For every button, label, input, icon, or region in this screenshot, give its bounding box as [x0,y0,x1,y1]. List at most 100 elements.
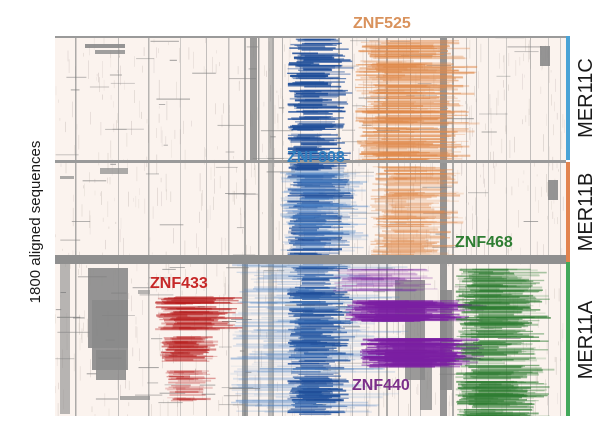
signal-stroke-znf468 [477,320,540,322]
texture-tick [168,42,169,46]
signal-stroke-znf808 [297,217,342,220]
znf-label-znf808: ZNF808 [287,149,345,166]
texture-tick [558,288,560,302]
signal-stroke-znf525 [369,76,464,79]
signal-stroke-znf468 [478,320,511,323]
signal-stroke-znf468 [473,403,518,406]
signal-stroke-znf808 [284,236,337,238]
signal-stroke-znf440 [362,304,473,306]
signal-stroke-znf468 [477,402,523,404]
signal-stroke-znf525 [382,142,430,145]
signal-stroke-znf525 [374,133,466,135]
texture-tick [372,278,373,284]
signal-stroke-znf468 [469,274,540,277]
signal-stroke-znf808 [283,203,313,206]
signal-stroke-znf468 [462,332,514,335]
signal-stroke-znf433 [160,354,194,357]
signal-stroke-znf808 [288,188,354,191]
signal-stroke-znf808 [241,366,322,368]
signal-stroke-znf808 [294,189,341,191]
texture-tick [414,169,416,173]
texture-tick [494,165,496,184]
signal-stroke-znf808 [301,201,331,204]
gap-column [452,36,454,416]
signal-stroke-znf808 [292,216,316,219]
signal-stroke-znf433 [168,386,190,388]
texture-tick [260,376,261,388]
signal-stroke-znf808 [294,232,364,234]
texture-tick [156,128,157,138]
signal-stroke-znf808 [238,356,363,359]
gap-block [250,36,257,160]
signal-stroke-znf468 [480,326,522,329]
signal-stroke-znf808 [236,335,375,338]
signal-stroke-znf525 [366,142,433,145]
texture-tick [356,103,358,122]
signal-stroke-znf808 [293,215,329,218]
texture-tick [409,379,410,387]
signal-stroke-znf433 [173,311,236,314]
signal-stroke-znf525 [380,73,468,75]
texture-tick [158,310,160,318]
signal-stroke-znf808 [284,216,334,219]
signal-stroke-znf525 [388,167,441,169]
signal-stroke-znf808 [258,410,321,412]
signal-stroke-znf525 [359,71,437,73]
znf-label-znf468: ZNF468 [455,234,513,251]
gap-streak [109,74,122,76]
texture-tick [423,272,425,280]
signal-stroke-znf525 [395,222,464,225]
texture-tick [142,368,144,387]
signal-stroke-znf433 [161,300,215,303]
signal-stroke-znf808 [303,381,350,383]
texture-tick [547,181,548,197]
texture-tick [135,326,137,338]
texture-tick [432,161,433,176]
texture-tick [278,95,279,107]
signal-stroke-znf808 [280,213,314,215]
signal-stroke-znf433 [173,311,219,313]
gap-streak [335,306,350,307]
signal-stroke-znf808 [232,338,355,340]
signal-stroke-znf808 [287,195,335,197]
signal-stroke-znf808 [296,394,341,397]
signal-stroke-znf440 [373,304,481,307]
signal-stroke-znf433 [170,351,191,354]
signal-stroke-znf440 [366,356,467,358]
texture-tick [260,328,261,337]
signal-stroke-znf433 [171,377,189,380]
signal-stroke-znf808 [293,83,328,86]
signal-stroke-znf808 [287,292,322,294]
texture-tick [538,200,539,213]
texture-tick [141,111,142,119]
signal-stroke-znf433 [160,352,184,354]
gap-streak [226,267,249,269]
signal-stroke-znf433 [169,376,190,378]
texture-tick [193,51,194,69]
signal-stroke-znf433 [166,349,210,351]
signal-stroke-znf525 [388,203,432,206]
texture-tick [275,227,277,230]
texture-tick [285,328,286,346]
texture-tick [81,260,82,276]
signal-stroke-znf468 [477,347,536,350]
signal-stroke-znf808 [291,189,341,191]
signal-stroke-znf808 [238,311,369,314]
signal-stroke-znf525 [382,66,440,68]
signal-stroke-znf525 [385,128,469,130]
gap-column [506,36,507,416]
signal-stroke-znf525 [384,117,439,120]
signal-stroke-znf433 [157,316,191,318]
signal-stroke-znf808 [236,356,348,358]
signal-stroke-znf468 [463,358,494,360]
signal-stroke-znf468 [477,409,534,411]
gap-block [60,264,70,414]
signal-stroke-znf468 [474,377,522,379]
signal-stroke-znf808 [233,370,295,373]
signal-stroke-znf808 [250,302,308,305]
texture-tick [461,155,463,175]
signal-stroke-znf808 [252,350,385,353]
texture-tick [117,69,119,73]
texture-tick [210,167,212,180]
signal-stroke-znf433 [163,343,200,345]
